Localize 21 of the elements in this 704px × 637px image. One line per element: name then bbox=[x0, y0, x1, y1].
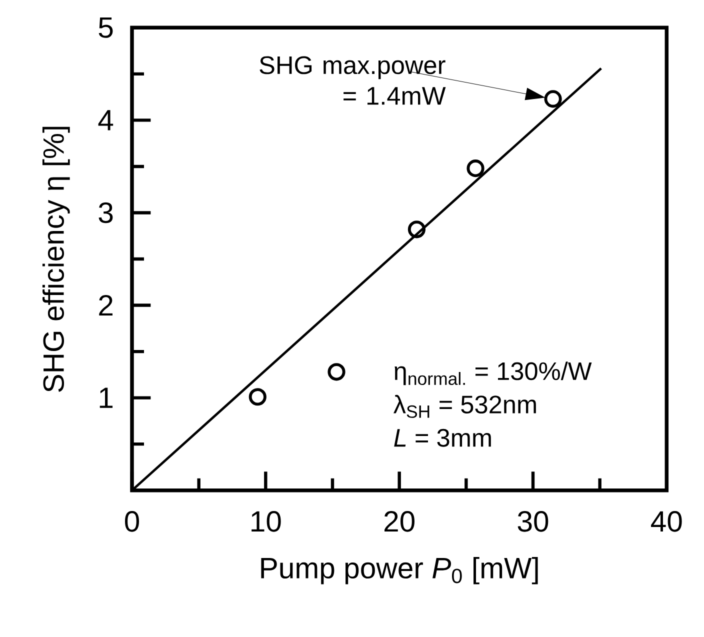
y-tick-label: 4 bbox=[98, 110, 114, 130]
annotation: η$_{normal.}$ = 130%/W bbox=[394, 362, 592, 386]
x-tick-label: 30 bbox=[518, 511, 548, 532]
point bbox=[466, 160, 484, 178]
annotation: L = 3mm bbox=[394, 428, 491, 447]
y-axis-title: SHG efficiency η [%] bbox=[42, 126, 70, 392]
annotation: λ$_{SH}$ = 532nm bbox=[394, 394, 536, 418]
y-tick-label: 5 bbox=[98, 17, 113, 38]
y-tick-label: 3 bbox=[98, 202, 113, 224]
point bbox=[248, 388, 266, 406]
point bbox=[328, 363, 346, 381]
annotation: SHG max.power = 1.4mW bbox=[260, 56, 446, 105]
x-tick-label: 0 bbox=[124, 511, 140, 532]
y-tick-label: 1 bbox=[100, 388, 113, 408]
y-tick-label: 2 bbox=[99, 295, 112, 316]
x-tick-label: 40 bbox=[651, 511, 682, 532]
point bbox=[544, 90, 562, 108]
x-tick-label: 20 bbox=[384, 511, 414, 532]
x-tick-label: 10 bbox=[252, 511, 281, 532]
x-axis-title: Pump power P$_{0}$ [mW] bbox=[261, 556, 538, 584]
point bbox=[408, 220, 426, 238]
